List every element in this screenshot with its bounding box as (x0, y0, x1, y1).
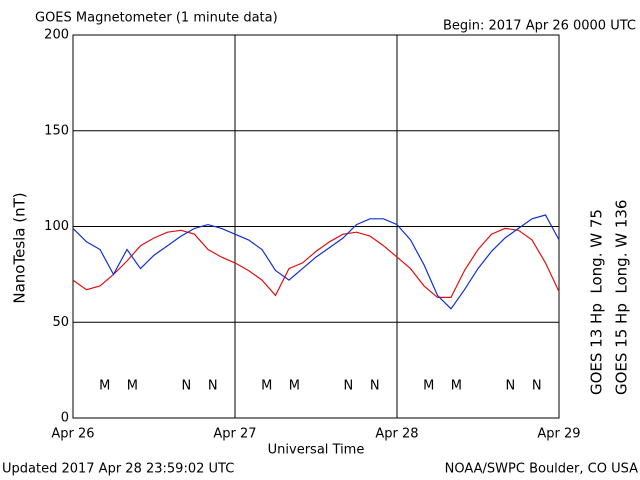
annotation: N (208, 379, 218, 394)
y-tick-label: 150 (44, 123, 69, 138)
y-tick-label: 50 (52, 315, 69, 330)
legend-entry: GOES 15 Hp Long. W 136 (613, 200, 631, 395)
annotation: M (261, 379, 272, 394)
y-tick-label: 100 (44, 219, 69, 234)
annotation: M (289, 379, 300, 394)
y-tick-label: 200 (44, 28, 69, 43)
y-tick-label: 0 (61, 411, 69, 426)
x-tick-label: Apr 29 (537, 427, 580, 442)
x-tick-label: Apr 27 (213, 427, 256, 442)
x-tick-label: Apr 26 (51, 427, 94, 442)
annotation: N (506, 379, 516, 394)
series-line (72, 227, 560, 298)
chart-title: GOES Magnetometer (1 minute data) (35, 11, 278, 26)
annotation: M (423, 379, 434, 394)
annotation: M (99, 379, 110, 394)
y-axis-label: NanoTesla (nT) (11, 192, 29, 303)
annotation: M (451, 379, 462, 394)
legend-entry: GOES 13 Hp Long. W 75 (588, 209, 606, 395)
x-tick-label: Apr 28 (375, 427, 418, 442)
series-line (72, 214, 560, 310)
annotation: M (127, 379, 138, 394)
footer-right: NOAA/SWPC Boulder, CO USA (445, 462, 638, 477)
chart-subtitle: Begin: 2017 Apr 26 0000 UTC (443, 19, 636, 34)
annotation: N (182, 379, 192, 394)
footer-left: Updated 2017 Apr 28 23:59:02 UTC (2, 462, 234, 477)
annotation: N (344, 379, 354, 394)
x-axis-label: Universal Time (268, 443, 365, 458)
annotation: N (370, 379, 380, 394)
annotation: N (532, 379, 542, 394)
